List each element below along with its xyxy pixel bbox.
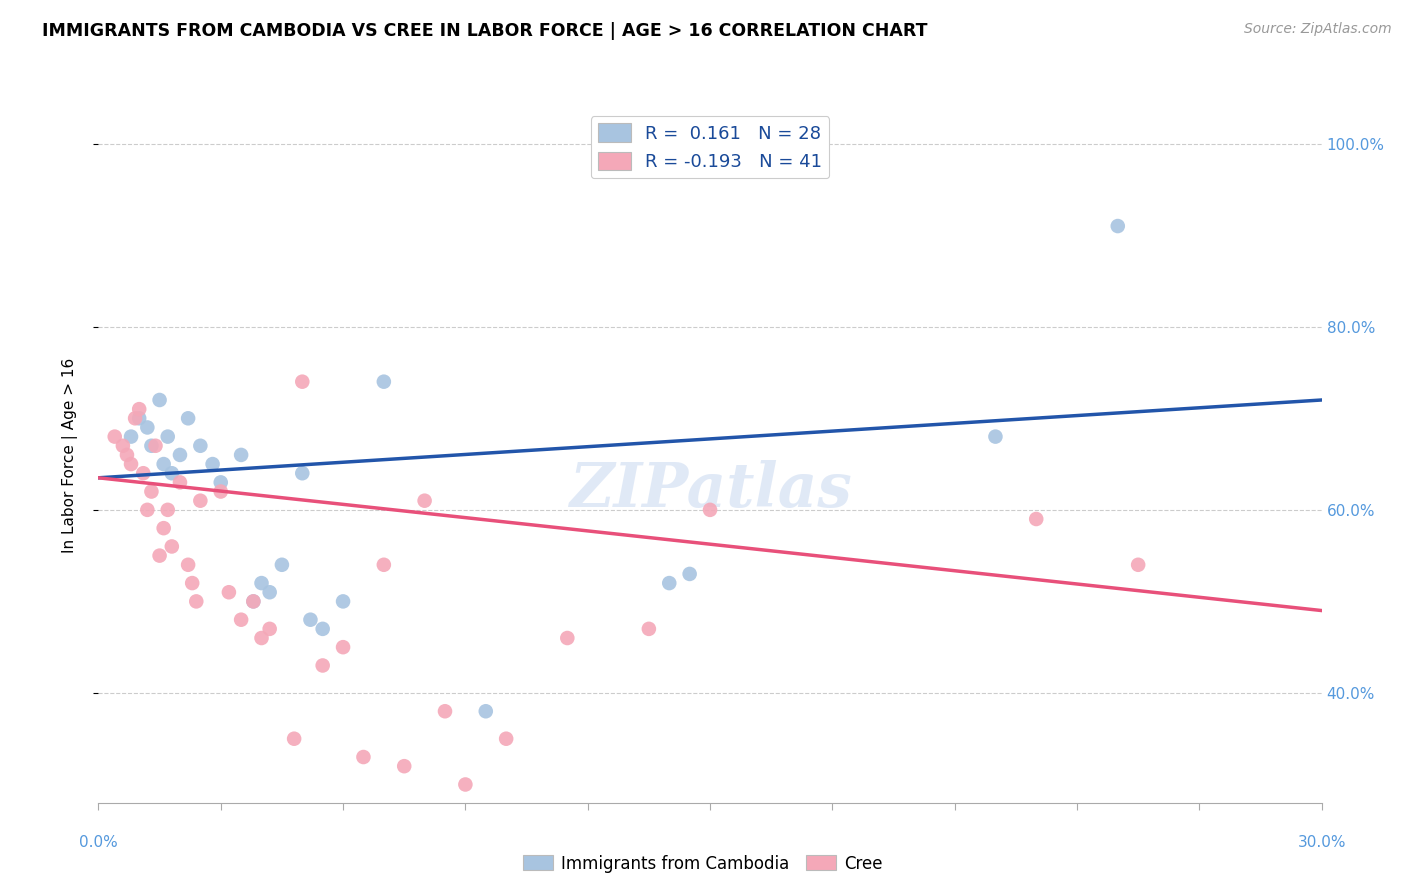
Point <box>188 493 212 508</box>
Point <box>128 402 150 417</box>
Point <box>201 457 224 471</box>
Point <box>115 448 138 462</box>
Point <box>270 558 294 572</box>
Point <box>392 759 416 773</box>
Point <box>299 613 322 627</box>
Point <box>209 484 232 499</box>
Point <box>250 631 273 645</box>
Point <box>231 448 253 462</box>
Point <box>156 429 179 443</box>
Legend: Immigrants from Cambodia, Cree: Immigrants from Cambodia, Cree <box>516 848 890 880</box>
Point <box>250 576 273 591</box>
Point <box>120 429 142 443</box>
Point <box>104 429 127 443</box>
Point <box>132 467 155 481</box>
Point <box>141 484 163 499</box>
Point <box>160 467 183 481</box>
Point <box>136 503 159 517</box>
Point <box>332 640 354 655</box>
Point <box>679 566 702 581</box>
Text: ZIPatlas: ZIPatlas <box>568 459 852 520</box>
Point <box>474 704 498 718</box>
Point <box>111 439 134 453</box>
Point <box>283 731 305 746</box>
Point <box>1025 512 1047 526</box>
Point <box>699 503 721 517</box>
Point <box>413 493 436 508</box>
Point <box>152 457 174 471</box>
Point <box>136 420 159 434</box>
Point <box>186 594 208 608</box>
Point <box>259 622 281 636</box>
Text: 0.0%: 0.0% <box>79 836 118 850</box>
Point <box>291 375 314 389</box>
Point <box>177 411 200 425</box>
Point <box>291 467 314 481</box>
Point <box>259 585 281 599</box>
Point <box>495 731 517 746</box>
Point <box>312 622 335 636</box>
Point <box>160 540 183 554</box>
Point <box>231 613 253 627</box>
Point <box>177 558 200 572</box>
Point <box>242 594 264 608</box>
Point <box>209 475 232 490</box>
Point <box>1128 558 1150 572</box>
Point <box>373 375 395 389</box>
Point <box>149 392 172 407</box>
Point <box>454 777 477 791</box>
Text: IMMIGRANTS FROM CAMBODIA VS CREE IN LABOR FORCE | AGE > 16 CORRELATION CHART: IMMIGRANTS FROM CAMBODIA VS CREE IN LABO… <box>42 22 928 40</box>
Point <box>557 631 579 645</box>
Point <box>434 704 457 718</box>
Point <box>638 622 661 636</box>
Point <box>1107 219 1129 233</box>
Point <box>181 576 204 591</box>
Point <box>169 448 191 462</box>
Point <box>188 439 212 453</box>
Point <box>658 576 681 591</box>
Point <box>169 475 191 490</box>
Point <box>984 429 1007 443</box>
Point <box>242 594 264 608</box>
Text: Source: ZipAtlas.com: Source: ZipAtlas.com <box>1244 22 1392 37</box>
Point <box>312 658 335 673</box>
Point <box>332 594 354 608</box>
Legend: R =  0.161   N = 28, R = -0.193   N = 41: R = 0.161 N = 28, R = -0.193 N = 41 <box>591 116 830 178</box>
Text: 30.0%: 30.0% <box>1298 836 1346 850</box>
Point <box>128 411 150 425</box>
Point <box>120 457 142 471</box>
Point <box>141 439 163 453</box>
Point <box>149 549 172 563</box>
Point <box>156 503 179 517</box>
Point <box>218 585 240 599</box>
Y-axis label: In Labor Force | Age > 16: In Labor Force | Age > 16 <box>62 358 77 552</box>
Point <box>145 439 167 453</box>
Point <box>373 558 395 572</box>
Point <box>352 750 374 764</box>
Point <box>152 521 174 535</box>
Point <box>124 411 146 425</box>
